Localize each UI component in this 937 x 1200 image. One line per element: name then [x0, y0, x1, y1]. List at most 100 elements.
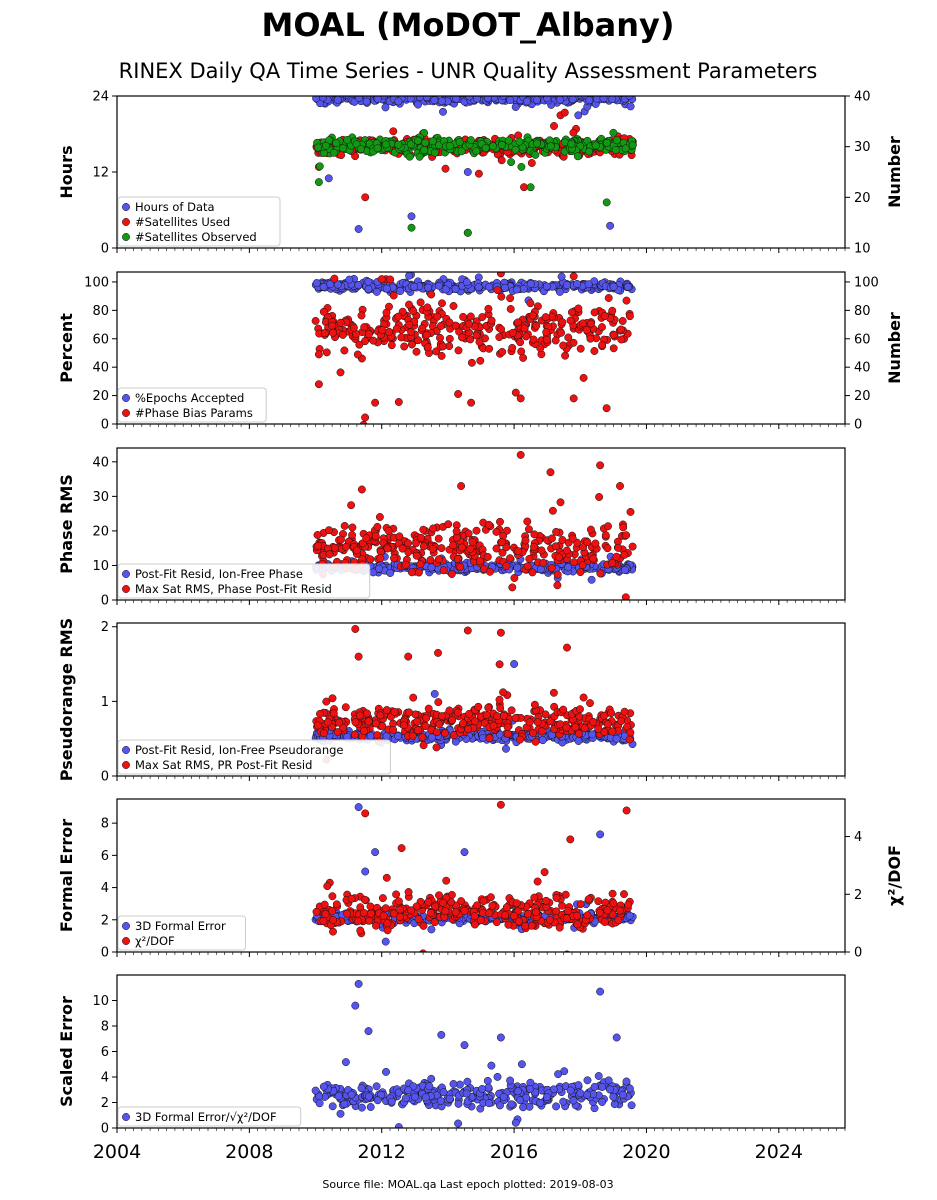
data-point: [540, 868, 549, 877]
data-point: [621, 144, 630, 153]
data-point: [484, 304, 493, 313]
data-point: [497, 140, 506, 149]
data-point: [369, 336, 378, 345]
data-point: [590, 347, 599, 355]
data-point: [545, 915, 554, 924]
data-point: [384, 526, 393, 535]
data-point: [323, 882, 332, 891]
data-point: [325, 526, 333, 535]
outlier-point: [566, 835, 575, 844]
data-point: [622, 531, 631, 540]
data-point: [452, 527, 461, 536]
data-point: [513, 318, 522, 327]
y-right-tick-label: 30: [854, 140, 871, 155]
data-point: [359, 420, 368, 424]
data-point: [362, 97, 371, 106]
data-point: [496, 517, 504, 526]
data-point: [513, 563, 522, 572]
data-point: [427, 908, 436, 917]
y-axis-label: Hours: [57, 145, 76, 198]
data-point: [485, 734, 494, 743]
legend-label: #Phase Bias Params: [135, 406, 253, 420]
data-point: [583, 84, 590, 91]
data-point: [516, 1096, 525, 1105]
data-point: [409, 307, 418, 316]
data-point: [347, 501, 356, 510]
data-point: [504, 920, 513, 929]
y-tick-label: 4: [101, 1071, 109, 1086]
data-point: [623, 282, 632, 291]
data-points: [311, 800, 637, 952]
data-point: [386, 569, 395, 577]
outlier-point: [463, 168, 472, 176]
data-point: [528, 311, 537, 320]
data-point: [408, 731, 417, 740]
data-point: [605, 1085, 614, 1094]
data-point: [366, 555, 375, 564]
data-point: [427, 925, 436, 934]
data-point: [352, 546, 361, 555]
data-point: [348, 523, 357, 532]
data-point: [487, 1061, 496, 1070]
outlier-point: [546, 468, 555, 477]
outlier-point: [496, 628, 505, 637]
data-point: [472, 331, 481, 340]
data-point: [626, 507, 635, 516]
data-point: [525, 718, 534, 727]
data-point: [579, 373, 588, 382]
data-point: [532, 96, 541, 104]
data-point: [405, 300, 413, 309]
data-point: [466, 544, 475, 553]
data-point: [548, 506, 557, 515]
x-tick-label: 2008: [225, 1141, 273, 1163]
data-point: [492, 918, 501, 927]
outlier-point: [361, 193, 370, 202]
data-point: [428, 137, 437, 146]
legend-box: [117, 915, 246, 951]
data-point: [587, 575, 596, 584]
data-point: [467, 358, 476, 367]
data-point: [601, 531, 610, 540]
data-point: [372, 719, 380, 728]
data-point: [421, 1093, 430, 1102]
outlier-point: [351, 625, 360, 633]
y-tick-label: 60: [92, 332, 109, 347]
data-point: [618, 317, 627, 325]
data-point: [389, 909, 398, 918]
data-point: [550, 122, 558, 130]
data-point: [620, 566, 629, 574]
legend-marker: [122, 761, 130, 769]
outlier-point: [314, 380, 323, 389]
data-point: [521, 922, 530, 930]
data-point: [470, 912, 479, 921]
data-point: [410, 1092, 419, 1101]
series-red: [312, 108, 637, 237]
data-point: [419, 741, 428, 750]
data-point: [580, 724, 589, 733]
data-point: [576, 1089, 585, 1098]
data-point: [559, 1097, 568, 1106]
legend-marker: [122, 1113, 130, 1121]
data-point: [626, 728, 635, 737]
data-point: [586, 525, 595, 534]
data-point: [569, 1096, 578, 1105]
data-point: [595, 493, 604, 501]
data-point: [386, 275, 395, 284]
y-right-axis-label: χ²/DOF: [885, 845, 904, 906]
data-point: [482, 711, 491, 720]
outlier-point: [563, 643, 571, 652]
data-point: [319, 282, 328, 291]
data-point: [419, 542, 428, 551]
data-point: [583, 911, 592, 920]
outlier-point: [596, 461, 605, 470]
data-point: [453, 555, 462, 563]
outlier-point: [407, 212, 416, 221]
outlier-point: [612, 1033, 621, 1042]
data-point: [332, 900, 341, 909]
data-point: [579, 693, 588, 702]
data-point: [355, 96, 364, 102]
data-point: [616, 325, 625, 334]
y-tick-label: 10: [92, 559, 109, 574]
data-point: [492, 544, 501, 553]
series-blue: [311, 272, 636, 305]
